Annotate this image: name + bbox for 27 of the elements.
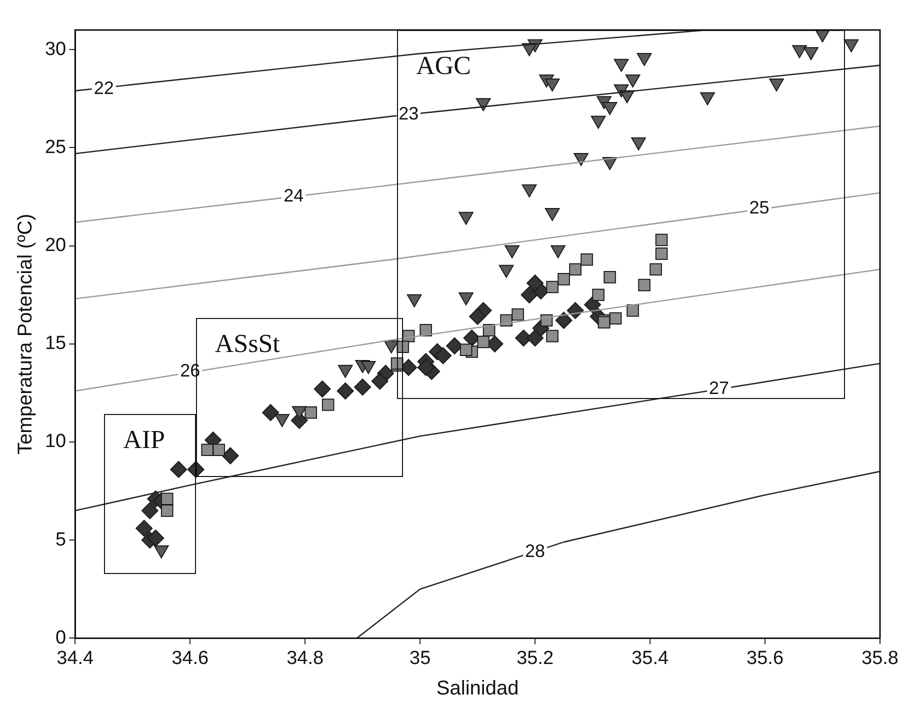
annotation: 28 — [525, 540, 546, 561]
y-tick-label: 10 — [44, 431, 66, 452]
y-tick-label: 20 — [44, 235, 66, 256]
x-tick-label: 34.8 — [286, 648, 324, 669]
annotation: 23 — [398, 103, 419, 124]
annotation: 22 — [94, 78, 114, 98]
annotation: 27 — [709, 378, 730, 398]
y-tick-label: 5 — [56, 529, 66, 550]
y-tick-label: 25 — [44, 136, 66, 158]
x-tick-label: 35 — [410, 648, 431, 669]
x-tick-label: 34.4 — [56, 648, 94, 669]
x-tick-label: 35.6 — [746, 648, 784, 669]
annotation: ASsSt — [214, 329, 280, 360]
annotation: 24 — [284, 186, 304, 206]
y-axis-title: Temperatura Potencial (ºC) — [14, 214, 37, 454]
annotation: AGC — [416, 51, 471, 81]
annotation: 25 — [749, 198, 770, 218]
x-axis-title: Salinidad — [436, 678, 519, 700]
y-tick-label: 30 — [44, 38, 66, 60]
y-tick-label: 0 — [56, 627, 66, 648]
rectangle-outline: AIP — [104, 414, 196, 574]
x-tick-label: 34.6 — [172, 648, 209, 669]
annotation: AIP — [123, 425, 165, 456]
x-tick-label: 35.4 — [632, 648, 669, 669]
x-tick-label: 35.2 — [516, 648, 554, 669]
x-tick-label: 35.8 — [862, 648, 898, 669]
y-tick-label: 15 — [44, 333, 66, 354]
